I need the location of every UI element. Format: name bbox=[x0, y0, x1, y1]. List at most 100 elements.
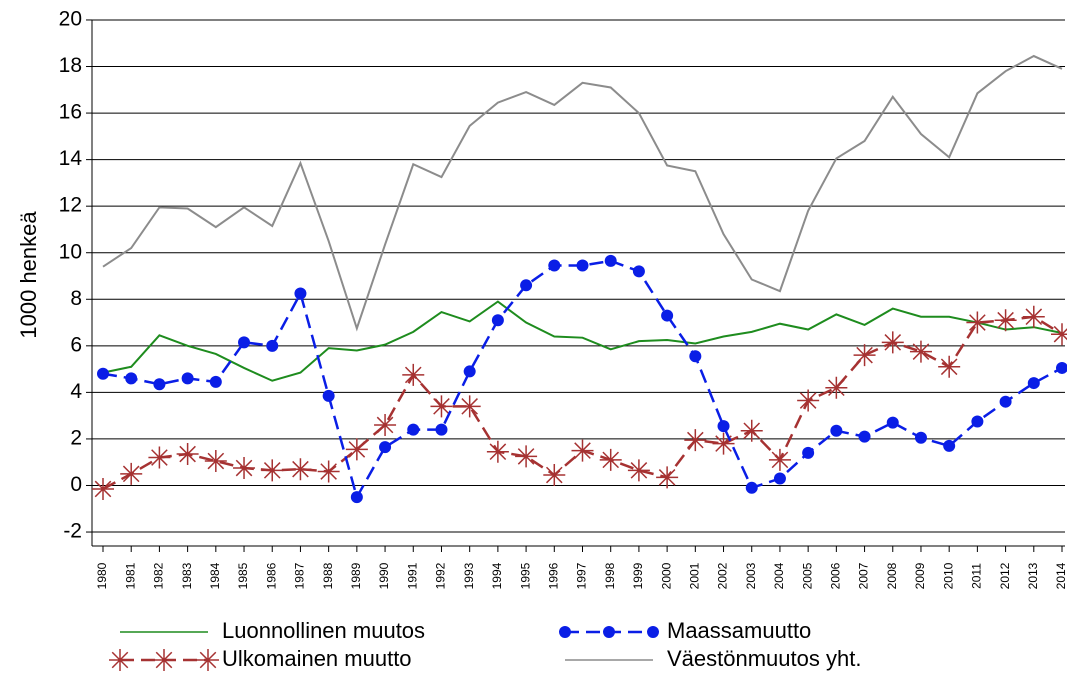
point bbox=[684, 429, 707, 452]
point bbox=[486, 440, 509, 463]
point bbox=[233, 457, 256, 480]
point bbox=[261, 459, 284, 482]
x-tick-label: 2009 bbox=[913, 562, 927, 589]
point bbox=[571, 439, 594, 462]
point bbox=[627, 459, 650, 482]
point bbox=[238, 336, 251, 349]
x-tick-label: 1986 bbox=[264, 562, 278, 589]
x-tick-label: 1999 bbox=[631, 562, 645, 589]
point bbox=[153, 649, 175, 671]
point bbox=[345, 438, 368, 461]
point bbox=[204, 450, 227, 473]
point bbox=[599, 448, 622, 471]
x-tick-label: 1985 bbox=[236, 562, 250, 589]
point bbox=[1051, 323, 1067, 346]
point bbox=[543, 464, 566, 487]
point bbox=[148, 446, 171, 469]
legend-item: Maassamuutto bbox=[559, 618, 811, 643]
legend-item: Luonnollinen muutos bbox=[120, 618, 425, 643]
point bbox=[853, 344, 876, 367]
point bbox=[350, 491, 363, 504]
point bbox=[294, 287, 307, 300]
x-tick-label: 2000 bbox=[659, 562, 673, 589]
x-tick-label: 1994 bbox=[490, 562, 504, 589]
point bbox=[647, 626, 659, 638]
point bbox=[463, 365, 476, 378]
x-tick-label: 1990 bbox=[377, 562, 391, 589]
point bbox=[661, 309, 674, 322]
point bbox=[435, 423, 448, 436]
point bbox=[266, 339, 279, 352]
x-tick-label: 1987 bbox=[293, 562, 307, 589]
point bbox=[209, 375, 222, 388]
point bbox=[656, 466, 679, 489]
y-tick-label: -2 bbox=[63, 520, 82, 543]
point bbox=[740, 419, 763, 442]
point bbox=[491, 314, 504, 327]
point bbox=[858, 430, 871, 443]
point bbox=[407, 423, 420, 436]
x-tick-label: 1998 bbox=[603, 562, 617, 589]
point bbox=[97, 367, 109, 380]
point bbox=[559, 626, 571, 638]
point bbox=[120, 462, 143, 485]
x-tick-label: 2011 bbox=[970, 563, 984, 589]
point bbox=[689, 350, 702, 363]
point bbox=[322, 389, 335, 402]
point bbox=[197, 649, 219, 671]
point bbox=[289, 458, 312, 481]
point bbox=[374, 413, 397, 436]
point bbox=[576, 259, 589, 272]
x-tick-label: 1997 bbox=[575, 562, 589, 589]
point bbox=[712, 432, 735, 455]
x-tick-label: 1989 bbox=[349, 562, 363, 589]
legend-label: Maassamuutto bbox=[667, 618, 811, 643]
x-tick-label: 2005 bbox=[800, 562, 814, 589]
x-tick-label: 2013 bbox=[1026, 562, 1040, 589]
point bbox=[402, 363, 425, 386]
x-tick-label: 1980 bbox=[95, 562, 109, 589]
legend-label: Ulkomainen muutto bbox=[222, 646, 412, 671]
x-tick-label: 1982 bbox=[152, 562, 166, 589]
x-tick-label: 2012 bbox=[998, 562, 1012, 589]
series-line bbox=[102, 259, 1063, 501]
point bbox=[603, 626, 615, 638]
y-tick-label: 18 bbox=[59, 54, 82, 77]
point bbox=[938, 355, 961, 378]
point bbox=[317, 460, 340, 483]
x-tick-label: 1981 bbox=[123, 562, 137, 589]
point bbox=[181, 372, 194, 385]
point bbox=[999, 395, 1012, 408]
point bbox=[632, 265, 645, 278]
y-axis-label: 1000 henkeä bbox=[16, 211, 41, 339]
y-tick-label: 0 bbox=[70, 473, 82, 496]
point bbox=[717, 420, 730, 433]
point bbox=[797, 389, 820, 412]
x-tick-label: 2008 bbox=[885, 562, 899, 589]
point bbox=[458, 395, 481, 418]
y-tick-label: 4 bbox=[70, 380, 82, 403]
point bbox=[943, 439, 956, 452]
point bbox=[994, 309, 1017, 332]
point bbox=[1027, 377, 1040, 390]
x-tick-label: 2014 bbox=[1054, 562, 1067, 589]
y-tick-label: 12 bbox=[59, 194, 82, 217]
point bbox=[825, 376, 848, 399]
point bbox=[971, 415, 984, 428]
point bbox=[548, 259, 561, 272]
point bbox=[109, 649, 131, 671]
legend-label: Luonnollinen muutos bbox=[222, 618, 425, 643]
x-tick-label: 1992 bbox=[434, 562, 448, 589]
x-tick-label: 1995 bbox=[518, 562, 532, 589]
point bbox=[886, 416, 899, 429]
point bbox=[153, 378, 166, 391]
x-tick-label: 2007 bbox=[857, 562, 871, 589]
point bbox=[92, 477, 114, 500]
y-tick-label: 10 bbox=[59, 240, 82, 263]
point bbox=[379, 441, 392, 454]
x-tick-label: 2006 bbox=[829, 562, 843, 589]
point bbox=[520, 279, 533, 292]
point bbox=[773, 472, 786, 485]
x-tick-label: 1991 bbox=[405, 562, 419, 589]
